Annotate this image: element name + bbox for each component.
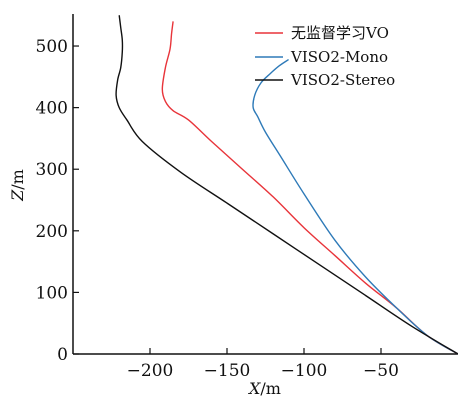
y-tick-label: 200 — [36, 222, 68, 242]
legend-label-series-2: VISO2-Stereo — [290, 71, 395, 89]
x-tick-label: −150 — [204, 361, 251, 381]
x-tick-label: −50 — [363, 361, 399, 381]
y-tick-label: 300 — [36, 160, 68, 180]
chart-legend: 无监督学习VO VISO2-Mono VISO2-Stereo — [255, 24, 395, 89]
x-tick-label: −100 — [281, 361, 328, 381]
y-axis-var: Z — [8, 189, 27, 202]
y-tick-label: 100 — [36, 283, 68, 303]
series-line-0 — [161, 21, 458, 355]
y-axis-title: Z/m — [8, 169, 27, 202]
y-tick-label: 0 — [57, 345, 68, 365]
x-axis-unit: /m — [260, 379, 281, 397]
x-tick-label: −200 — [127, 361, 174, 381]
legend-label-series-1: VISO2-Mono — [290, 48, 388, 66]
x-axis-var: X — [247, 379, 261, 397]
legend-label-series-0: 无监督学习VO — [291, 24, 389, 42]
y-tick-label: 500 — [36, 37, 68, 57]
series-line-1 — [252, 58, 458, 355]
x-axis-title: X/m — [247, 379, 281, 397]
axis-ticks: −200 −150 −100 −50 0 100 200 300 400 500 — [36, 37, 399, 381]
chart-axes — [72, 14, 458, 355]
y-axis-unit: /m — [8, 169, 27, 190]
y-tick-label: 400 — [36, 99, 68, 119]
series-line-2 — [115, 15, 458, 355]
series-lines — [115, 15, 458, 355]
